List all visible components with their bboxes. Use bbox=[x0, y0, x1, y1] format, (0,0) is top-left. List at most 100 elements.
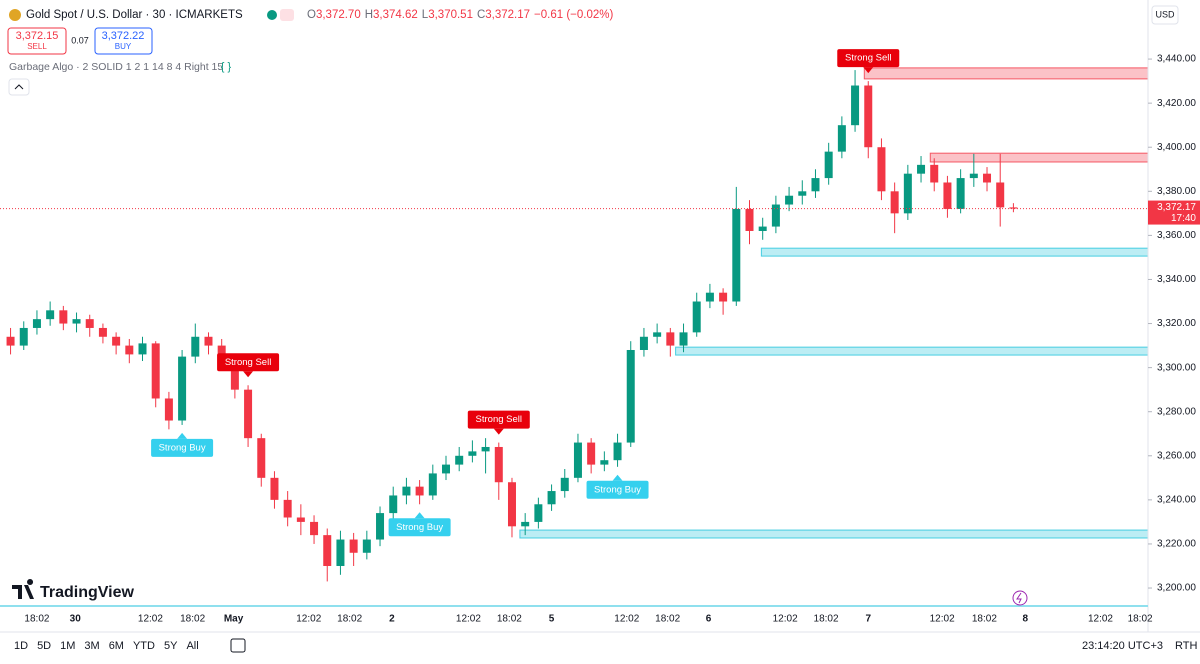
y-tick-label: 3,200.00 bbox=[1157, 583, 1196, 594]
signal-box bbox=[586, 480, 649, 499]
candle-body bbox=[283, 499, 292, 518]
candle-body bbox=[19, 327, 28, 346]
candle-body bbox=[732, 208, 741, 302]
y-tick-label: 3,240.00 bbox=[1157, 495, 1196, 506]
zone bbox=[519, 529, 1149, 539]
x-tick-label: 12:02 bbox=[296, 614, 321, 625]
y-tick-label: 3,300.00 bbox=[1157, 362, 1196, 373]
candle-body bbox=[494, 446, 503, 483]
candle-body bbox=[983, 173, 992, 183]
signal-box bbox=[388, 518, 451, 537]
currency: USD bbox=[1155, 9, 1175, 19]
signal-pointer bbox=[177, 432, 188, 439]
candle-body bbox=[679, 332, 688, 346]
candle-body bbox=[112, 336, 121, 346]
last-price-tag bbox=[1148, 200, 1200, 225]
zone bbox=[929, 152, 1149, 163]
range-button[interactable]: All bbox=[186, 640, 198, 652]
candle-body bbox=[323, 535, 332, 566]
y-tick-label: 3,220.00 bbox=[1157, 539, 1196, 550]
range-button[interactable]: 5D bbox=[37, 640, 51, 652]
candle-body bbox=[745, 208, 754, 231]
candle-body bbox=[851, 85, 860, 126]
candle-body bbox=[811, 178, 820, 192]
signal-pointer bbox=[863, 67, 874, 74]
candle-body bbox=[573, 442, 582, 478]
x-tick-label: 2 bbox=[389, 614, 395, 625]
candle-body bbox=[481, 446, 490, 452]
signal-box bbox=[217, 353, 280, 372]
calendar-icon[interactable] bbox=[230, 638, 246, 653]
candle-body bbox=[507, 482, 516, 527]
range-button[interactable]: 1M bbox=[60, 640, 75, 652]
candle-body bbox=[217, 345, 226, 359]
candle-body bbox=[600, 460, 609, 465]
candle-body bbox=[666, 332, 675, 346]
zone bbox=[760, 247, 1149, 257]
x-tick-label: 12:02 bbox=[456, 614, 481, 625]
candle-body bbox=[824, 151, 833, 179]
candle-body bbox=[230, 358, 239, 390]
collapse-button[interactable] bbox=[8, 78, 30, 96]
range-button[interactable]: 6M bbox=[109, 640, 124, 652]
alert-icon[interactable] bbox=[1012, 590, 1028, 606]
x-tick-label: 5 bbox=[549, 614, 555, 625]
range-button[interactable]: 5Y bbox=[164, 640, 178, 652]
x-tick-label: 18:02 bbox=[1128, 614, 1153, 625]
candle-body bbox=[534, 504, 543, 522]
currency-button[interactable] bbox=[1151, 5, 1179, 25]
candle-body bbox=[837, 125, 846, 152]
candle-body bbox=[705, 292, 714, 302]
y-tick-label: 3,440.00 bbox=[1157, 54, 1196, 65]
buy-price: 3,372.22 bbox=[102, 30, 145, 42]
range-buttons: 1D 5D 1M 3M 6M YTD 5Y All bbox=[14, 640, 199, 652]
candle-body bbox=[613, 442, 622, 461]
x-tick-label: 18:02 bbox=[180, 614, 205, 625]
y-tick-label: 3,420.00 bbox=[1157, 98, 1196, 109]
x-tick-label: 30 bbox=[70, 614, 82, 625]
candle-body bbox=[653, 332, 662, 337]
candle-body bbox=[560, 477, 569, 492]
buy-label: BUY bbox=[115, 42, 132, 51]
x-tick-label: 18:02 bbox=[814, 614, 839, 625]
candle-body bbox=[521, 521, 530, 527]
y-tick-label: 3,280.00 bbox=[1157, 406, 1196, 417]
indicator-icon: { } bbox=[221, 61, 232, 73]
last-price-label: 3,372.17 bbox=[1157, 202, 1196, 213]
candle-body bbox=[178, 356, 187, 421]
candle-body bbox=[969, 173, 978, 179]
candle-body bbox=[547, 491, 556, 505]
symbol[interactable]: Gold Spot / U.S. Dollar · 30 · ICMARKETS bbox=[26, 9, 243, 21]
countdown: 17:40 bbox=[1171, 213, 1196, 224]
signal-box bbox=[467, 410, 530, 429]
candle-body bbox=[98, 327, 107, 337]
range-button[interactable]: YTD bbox=[133, 640, 155, 652]
candle-body bbox=[376, 513, 385, 540]
range-button[interactable]: 1D bbox=[14, 640, 28, 652]
x-tick-label: 8 bbox=[1023, 614, 1029, 625]
x-tick-label: 18:02 bbox=[972, 614, 997, 625]
sell-button[interactable] bbox=[7, 27, 67, 55]
signal-pointer bbox=[612, 474, 623, 481]
candle-body bbox=[270, 477, 279, 500]
y-tick-label: 3,320.00 bbox=[1157, 318, 1196, 329]
indicator[interactable]: Garbage Algo · 2 SOLID 1 2 1 14 8 4 Righ… bbox=[9, 61, 223, 73]
candle-body bbox=[85, 319, 94, 328]
candle-body bbox=[587, 442, 596, 465]
logo-mark bbox=[12, 579, 34, 599]
x-tick-label: 7 bbox=[865, 614, 871, 625]
range-button[interactable]: 3M bbox=[84, 640, 99, 652]
candle-body bbox=[349, 539, 358, 553]
y-tick-label: 3,260.00 bbox=[1157, 450, 1196, 461]
candle-body bbox=[362, 539, 371, 553]
buy-button[interactable] bbox=[94, 27, 153, 55]
candle-body bbox=[151, 343, 160, 399]
candle-body bbox=[415, 486, 424, 496]
signal-box bbox=[151, 438, 214, 457]
x-tick-label: 12:02 bbox=[930, 614, 955, 625]
sell-label: SELL bbox=[27, 42, 47, 51]
session[interactable]: RTH bbox=[1175, 640, 1197, 652]
candle-body bbox=[758, 226, 767, 231]
